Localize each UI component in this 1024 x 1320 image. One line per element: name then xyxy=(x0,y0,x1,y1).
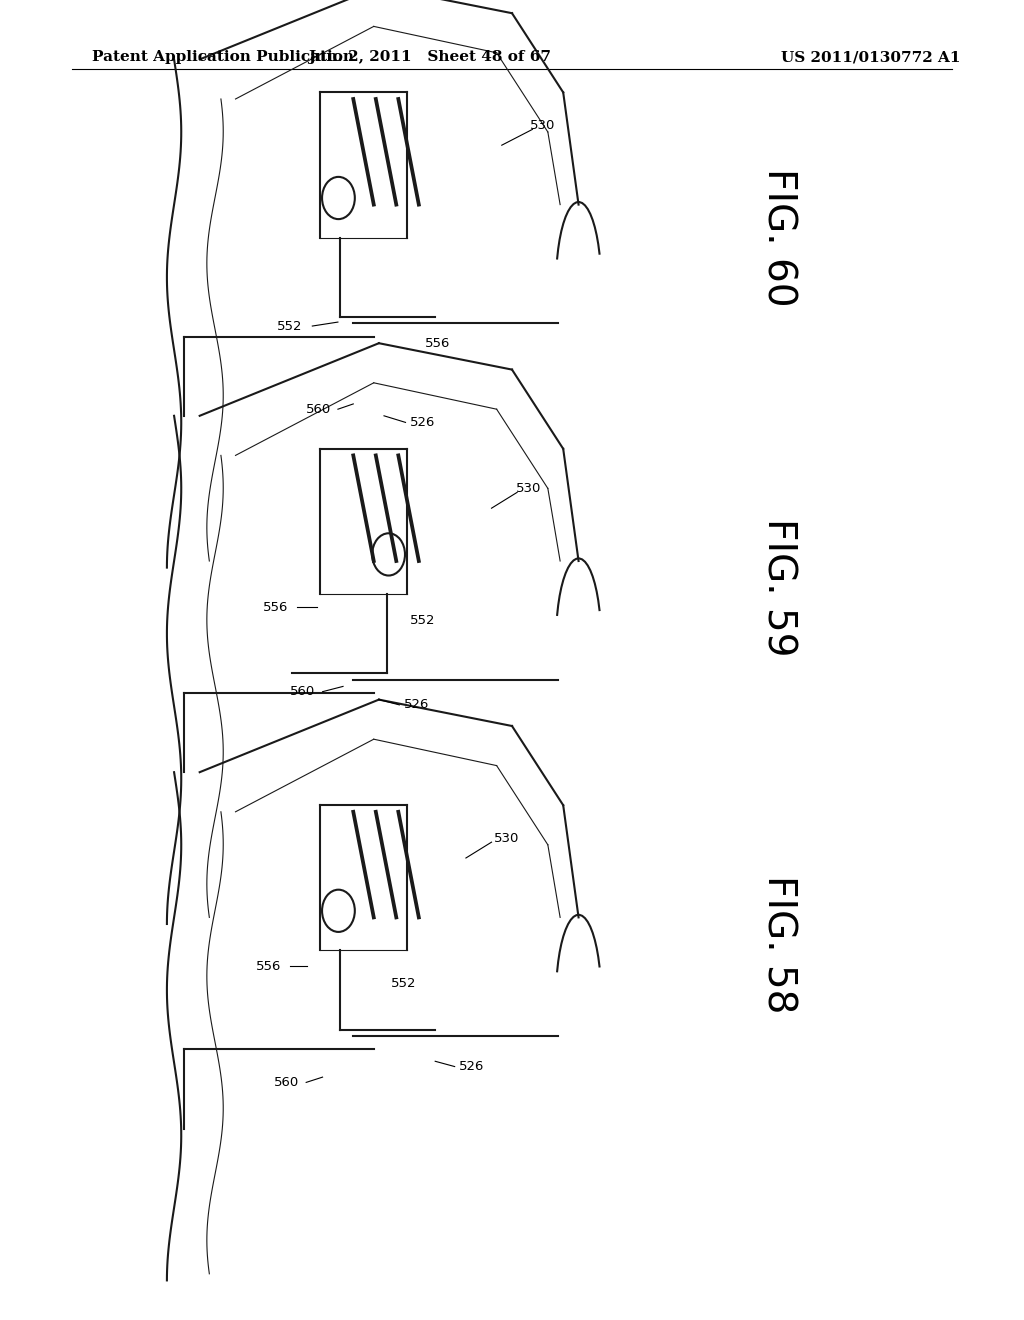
Text: FIG. 59: FIG. 59 xyxy=(759,519,798,656)
Text: 556: 556 xyxy=(263,601,289,614)
Text: 556: 556 xyxy=(256,960,282,973)
Text: Jun. 2, 2011   Sheet 48 of 67: Jun. 2, 2011 Sheet 48 of 67 xyxy=(308,50,552,65)
Text: 560: 560 xyxy=(290,685,315,698)
Text: 526: 526 xyxy=(410,416,435,429)
Text: US 2011/0130772 A1: US 2011/0130772 A1 xyxy=(780,50,961,65)
Text: 530: 530 xyxy=(516,482,541,495)
Text: 530: 530 xyxy=(495,832,519,845)
Text: 552: 552 xyxy=(391,977,417,990)
Text: FIG. 60: FIG. 60 xyxy=(759,168,798,308)
Text: FIG. 58: FIG. 58 xyxy=(759,875,798,1012)
Text: 526: 526 xyxy=(403,698,429,711)
Text: 530: 530 xyxy=(530,119,555,132)
Text: 560: 560 xyxy=(273,1076,299,1089)
Text: Patent Application Publication: Patent Application Publication xyxy=(92,50,354,65)
Text: 552: 552 xyxy=(276,319,302,333)
Text: 552: 552 xyxy=(410,614,435,627)
Text: 526: 526 xyxy=(459,1060,484,1073)
Text: 556: 556 xyxy=(425,337,451,350)
Text: 560: 560 xyxy=(305,403,331,416)
